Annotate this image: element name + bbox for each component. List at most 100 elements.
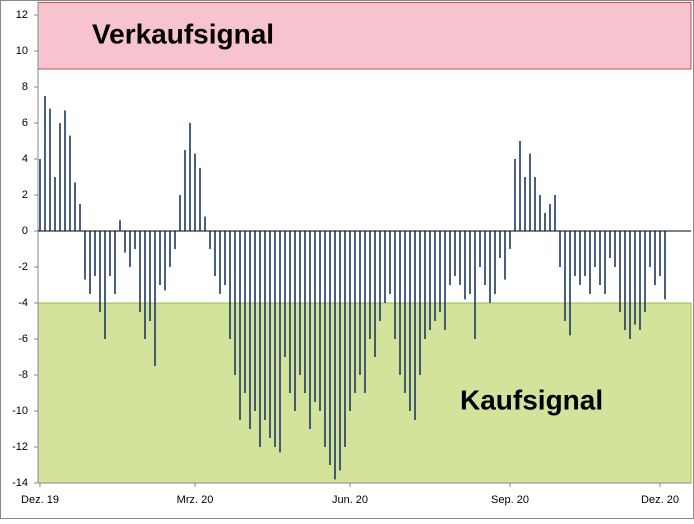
bar <box>469 231 471 294</box>
bar <box>459 231 461 285</box>
bar <box>409 231 411 411</box>
bar <box>394 231 396 339</box>
bar <box>654 231 656 285</box>
bar <box>274 231 276 447</box>
bar <box>134 231 136 249</box>
bar <box>239 231 241 420</box>
bar <box>464 231 466 300</box>
bar <box>264 231 266 420</box>
zone-label: Kaufsignal <box>460 384 603 415</box>
bar <box>39 159 41 231</box>
bar <box>54 177 56 231</box>
bar <box>229 231 231 339</box>
bar <box>614 231 616 267</box>
bar <box>444 231 446 330</box>
bar <box>454 231 456 276</box>
bar <box>169 231 171 267</box>
y-tick-label: 8 <box>22 81 28 93</box>
bar <box>334 231 336 480</box>
bar <box>644 231 646 312</box>
bar <box>259 231 261 447</box>
bar <box>629 231 631 339</box>
bar <box>89 231 91 294</box>
bar <box>289 231 291 393</box>
bar <box>319 231 321 411</box>
x-tick-label: Sep. 20 <box>491 494 529 506</box>
bar <box>324 231 326 447</box>
bar <box>659 231 661 276</box>
bar <box>574 231 576 276</box>
bar <box>129 231 131 267</box>
bar <box>254 231 256 411</box>
bar <box>279 231 281 453</box>
bar <box>299 231 301 375</box>
bar <box>649 231 651 267</box>
bar <box>199 168 201 231</box>
bar <box>219 231 221 294</box>
bar <box>399 231 401 375</box>
bar <box>79 204 81 231</box>
bar <box>194 153 196 231</box>
x-tick-label: Jun. 20 <box>332 494 368 506</box>
bar <box>624 231 626 330</box>
y-tick-label: 4 <box>22 153 28 165</box>
bar <box>364 231 366 393</box>
bar <box>379 231 381 321</box>
bar <box>354 231 356 393</box>
bar <box>44 96 46 231</box>
bar <box>204 216 206 231</box>
bar <box>424 231 426 339</box>
bar <box>189 123 191 231</box>
bar <box>584 231 586 276</box>
bar <box>244 231 246 393</box>
bar <box>349 231 351 411</box>
bar <box>344 231 346 447</box>
bar <box>619 231 621 312</box>
bar <box>434 231 436 321</box>
bar <box>49 108 51 231</box>
bar <box>294 231 296 411</box>
bar <box>234 231 236 375</box>
bar <box>544 213 546 231</box>
bar <box>269 231 271 438</box>
y-tick-label: -10 <box>12 405 28 417</box>
bar <box>174 231 176 249</box>
bar <box>114 231 116 294</box>
y-tick-label: 12 <box>16 9 28 21</box>
bar <box>484 231 486 285</box>
bar <box>449 231 451 285</box>
x-tick-label: Dez. 20 <box>641 494 679 506</box>
bar <box>59 123 61 231</box>
bar <box>639 231 641 330</box>
bar <box>579 231 581 285</box>
y-tick-label: 10 <box>16 45 28 57</box>
bar <box>549 204 551 231</box>
y-tick-label: 6 <box>22 117 28 129</box>
bar <box>429 231 431 330</box>
bar <box>359 231 361 375</box>
bar <box>569 231 571 336</box>
zone-label: Verkaufsignal <box>92 18 274 49</box>
bar <box>309 231 311 429</box>
bar <box>554 195 556 231</box>
bar <box>524 177 526 231</box>
bar <box>119 220 121 231</box>
y-tick-label: -6 <box>18 333 28 345</box>
bar <box>109 231 111 276</box>
bar <box>589 231 591 294</box>
bar <box>479 231 481 267</box>
bar <box>609 231 611 258</box>
bar <box>529 153 531 231</box>
bar <box>499 231 501 258</box>
bar <box>374 231 376 357</box>
bar <box>214 231 216 276</box>
bar <box>179 195 181 231</box>
bar <box>159 231 161 285</box>
bar <box>124 231 126 253</box>
bar <box>489 231 491 303</box>
bar <box>249 231 251 429</box>
bar <box>94 231 96 276</box>
x-tick-label: Mrz. 20 <box>177 494 214 506</box>
bar <box>419 231 421 375</box>
